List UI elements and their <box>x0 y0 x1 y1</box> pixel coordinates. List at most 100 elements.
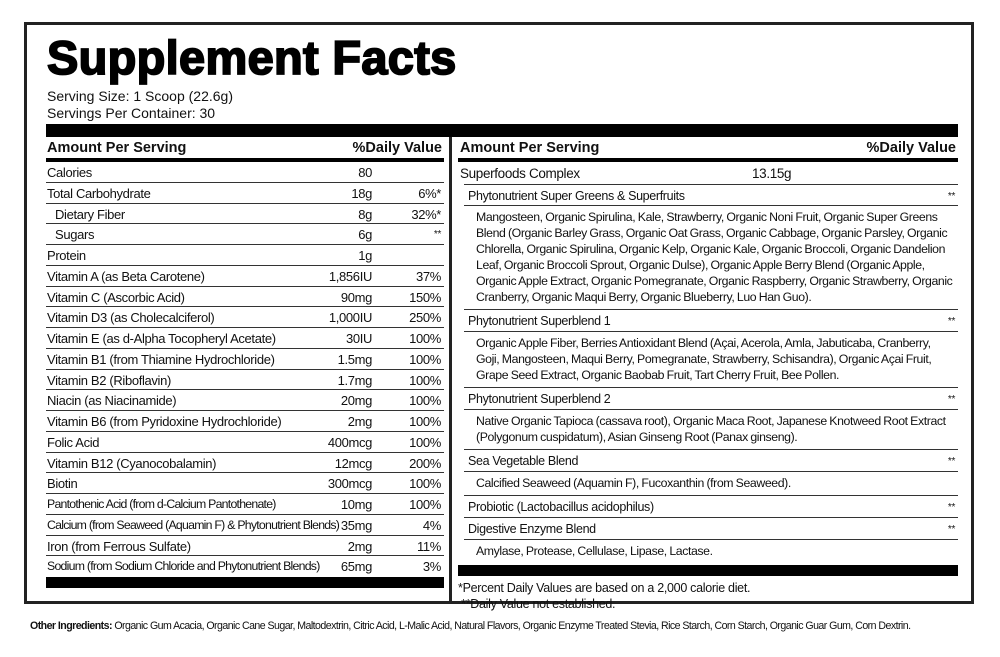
nutrient-row: Total Carbohydrate 18g 6%* <box>46 183 444 204</box>
nutrient-amount: 80 <box>358 165 372 180</box>
blend-row: Phytonutrient Superblend 1 ** <box>464 310 958 332</box>
nutrient-row: Vitamin B12 (Cyanocobalamin) 12mcg 200% <box>46 453 444 474</box>
blend-daily-value: ** <box>947 524 955 535</box>
nutrient-row: Vitamin A (as Beta Carotene) 1,856IU 37% <box>46 266 444 287</box>
servings-per-container: Servings Per Container: 30 <box>47 105 216 121</box>
nutrient-name: Vitamin B6 (from Pyridoxine Hydrochlorid… <box>47 414 282 429</box>
nutrient-daily-value: 32%* <box>411 206 441 222</box>
nutrient-amount: 65mg <box>340 559 372 575</box>
nutrient-amount: 18g <box>351 185 372 201</box>
nutrient-name: Vitamin A (as Beta Carotene) <box>47 268 205 284</box>
nutrient-amount: 400mcg <box>327 434 373 450</box>
nutrient-name: Pantothenic Acid (from d-Calcium Pantoth… <box>47 497 276 511</box>
nutrient-row: Sodium (from Sodium Chloride and Phytonu… <box>46 556 444 577</box>
nutrient-row: Dietary Fiber 8g 32%* <box>46 204 444 225</box>
amount-per-serving-heading: Amount Per Serving <box>47 140 187 156</box>
nutrient-daily-value: 200% <box>409 455 441 471</box>
nutrient-row: Vitamin D3 (as Cholecalciferol) 1,000IU 25… <box>46 307 444 328</box>
nutrient-amount: 10mg <box>340 497 372 512</box>
blend-ingredients: Native Organic Tapioca (cassava root), O… <box>464 410 958 450</box>
blend-row: Digestive Enzyme Blend ** <box>464 518 958 540</box>
nutrient-amount: 1.5mg <box>337 351 373 367</box>
daily-value-heading: %Daily Value <box>866 140 956 156</box>
nutrient-amount: 8g <box>358 206 372 222</box>
nutrient-daily-value: 3% <box>422 559 441 575</box>
blend-name: Phytonutrient Super Greens & Superfruits <box>468 189 685 203</box>
serving-size: Serving Size: 1 Scoop (22.6g) <box>47 88 233 104</box>
nutrient-daily-value: 100% <box>409 497 441 512</box>
nutrient-name: Dietary Fiber <box>55 206 125 222</box>
footnotes: *Percent Daily Values are based on a 2,0… <box>458 576 958 612</box>
blend-ingredients: Organic Apple Fiber, Berries Antioxidant… <box>464 332 958 388</box>
nutrient-daily-value: 250% <box>409 310 441 326</box>
nutrient-daily-value: 150% <box>409 289 441 305</box>
nutrient-daily-value: ** <box>433 229 441 241</box>
blend-daily-value: ** <box>947 456 955 467</box>
nutrient-amount: 2mg <box>347 414 373 429</box>
nutrient-daily-value: 100% <box>409 476 441 492</box>
column-divider <box>449 137 452 601</box>
nutrient-daily-value: 11% <box>416 538 441 554</box>
nutrient-name: Vitamin D3 (as Cholecalciferol) <box>47 310 215 326</box>
amount-per-serving-heading: Amount Per Serving <box>460 140 600 156</box>
nutrient-daily-value: 100% <box>409 393 441 409</box>
nutrient-row: Vitamin B1 (from Thiamine Hydrochloride)… <box>46 349 444 370</box>
blend-row: Probiotic (Lactobacillus acidophilus) ** <box>464 496 958 518</box>
nutrient-row: Vitamin B6 (from Pyridoxine Hydrochlorid… <box>46 411 444 432</box>
nutrient-amount: 1g <box>358 248 372 263</box>
nutrient-amount: 6g <box>358 227 372 243</box>
nutrient-row: Calories 80 <box>46 162 444 183</box>
complex-name: Superfoods Complex <box>460 166 580 181</box>
nutrient-name: Calories <box>47 165 92 180</box>
nutrient-daily-value: 100% <box>409 351 441 367</box>
nutrient-name: Sodium (from Sodium Chloride and Phytonu… <box>47 559 320 574</box>
blend-row: Phytonutrient Super Greens & Superfruits… <box>464 184 958 206</box>
nutrient-row: Pantothenic Acid (from d-Calcium Pantoth… <box>46 494 444 515</box>
blends-header: Amount Per Serving %Daily Value <box>458 137 958 162</box>
blend-ingredients: Mangosteen, Organic Spirulina, Kale, Str… <box>464 206 958 310</box>
nutrient-amount: 20mg <box>340 393 372 409</box>
blend-name: Phytonutrient Superblend 1 <box>468 314 611 328</box>
nutrient-row: Biotin 300mcg 100% <box>46 473 444 494</box>
nutrient-amount: 2mg <box>347 538 373 554</box>
blends-column: Amount Per Serving %Daily Value Superfoo… <box>458 137 958 612</box>
nutrient-name: Biotin <box>47 476 78 492</box>
nutrient-row: Vitamin E (as d-Alpha Tocopheryl Acetate… <box>46 328 444 349</box>
other-ingredients-label: Other Ingredients: <box>30 620 112 632</box>
other-ingredients: Other Ingredients: Organic Gum Acacia, O… <box>30 620 970 632</box>
nutrients-header: Amount Per Serving %Daily Value <box>46 137 444 162</box>
blend-name: Probiotic (Lactobacillus acidophilus) <box>468 500 654 514</box>
nutrient-row: Sugars 6g ** <box>46 224 444 245</box>
nutrient-daily-value: 6%* <box>418 185 441 201</box>
blend-row: Sea Vegetable Blend ** <box>464 450 958 472</box>
nutrient-name: Niacin (as Niacinamide) <box>47 393 177 409</box>
footnote-dv-not-established: **Daily Value not established. <box>458 597 616 611</box>
nutrient-daily-value: 37% <box>416 268 441 284</box>
nutrient-name: Folic Acid <box>47 434 100 450</box>
nutrient-amount: 1,856IU <box>328 268 372 284</box>
nutrient-row: Niacin (as Niacinamide) 20mg 100% <box>46 390 444 411</box>
nutrient-amount: 1,000IU <box>328 310 372 326</box>
bottom-bar <box>46 577 444 588</box>
nutrient-amount: 1.7mg <box>337 372 373 388</box>
nutrient-name: Vitamin E (as d-Alpha Tocopheryl Acetate… <box>47 331 276 346</box>
nutrient-amount: 35mg <box>340 517 372 533</box>
nutrient-amount: 12mcg <box>334 455 373 471</box>
nutrient-daily-value: 100% <box>409 372 441 388</box>
nutrients-column: Amount Per Serving %Daily Value Calories… <box>46 137 444 588</box>
complex-amount: 13.15g <box>752 166 792 181</box>
blend-name: Digestive Enzyme Blend <box>468 522 596 536</box>
supplement-facts-panel <box>24 22 974 604</box>
blend-daily-value: ** <box>947 191 955 202</box>
nutrient-daily-value: 100% <box>409 414 441 429</box>
nutrient-name: Sugars <box>55 227 95 243</box>
nutrient-name: Calcium (from Seaweed (Aquamin F) & Phyt… <box>47 517 340 532</box>
nutrient-name: Vitamin B2 (Riboflavin) <box>47 372 171 388</box>
nutrient-rows: Calories 80 Total Carbohydrate 18g 6%* Dietar… <box>46 162 444 577</box>
nutrient-amount: 30IU <box>345 331 372 346</box>
nutrient-amount: 300mcg <box>327 476 373 492</box>
footnote-percent-dv: *Percent Daily Values are based on a 2,0… <box>458 581 751 595</box>
nutrient-name: Total Carbohydrate <box>47 185 151 201</box>
blend-daily-value: ** <box>947 316 955 327</box>
blend-name: Phytonutrient Superblend 2 <box>468 392 611 406</box>
